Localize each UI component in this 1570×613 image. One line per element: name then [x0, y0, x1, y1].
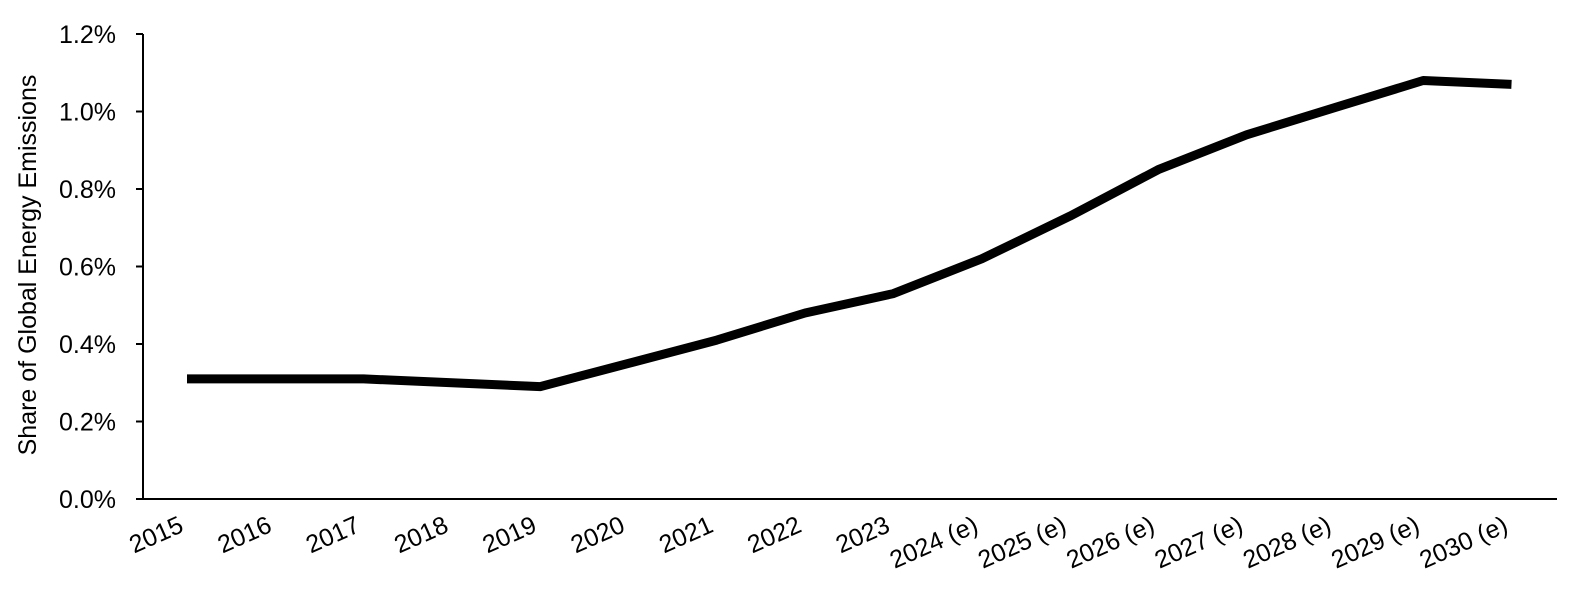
- x-tick-label: 2015: [125, 511, 187, 559]
- y-tick-label: 0.0%: [59, 486, 116, 514]
- y-tick-label: 1.0%: [59, 99, 116, 127]
- y-axis-title-group: Share of Global Energy Emissions: [14, 75, 42, 456]
- x-tick-label: 2027 (e): [1151, 511, 1247, 574]
- x-tick-label: 2020: [567, 511, 629, 559]
- x-tick-label: 2021: [655, 511, 717, 559]
- y-axis-title: Share of Global Energy Emissions: [14, 75, 42, 456]
- y-axis-ticks: 0.0% 0.2% 0.4% 0.6% 0.8% 1.0% 1.2%: [59, 21, 143, 514]
- x-tick-label: 2017: [302, 511, 364, 559]
- x-tick-label: 2025 (e): [974, 511, 1070, 574]
- x-tick-label: 2026 (e): [1062, 511, 1158, 574]
- x-tick-label: 2023: [832, 511, 894, 559]
- x-tick-label: 2016: [214, 511, 276, 559]
- x-axis-ticks: 2015 2016 2017 2018 2019 2020 2021 2022 20232024…: [125, 511, 1512, 574]
- x-tick-label: 2018: [390, 511, 452, 559]
- x-tick-label: 2024 (e): [886, 511, 982, 574]
- x-tick-label: 2029 (e): [1327, 511, 1423, 574]
- y-tick-label: 0.2%: [59, 409, 116, 437]
- series-group: [187, 76, 1512, 392]
- x-tick-label: 2022: [743, 511, 805, 559]
- y-tick-label: 0.8%: [59, 176, 116, 204]
- x-tick-label: 2030 (e): [1415, 511, 1511, 574]
- x-tick-label: 2019: [478, 511, 540, 559]
- y-tick-label: 0.6%: [59, 254, 116, 282]
- y-tick-label: 1.2%: [59, 21, 116, 49]
- x-tick-label: 2028 (e): [1239, 511, 1335, 574]
- y-tick-label: 0.4%: [59, 331, 116, 359]
- series-line: [187, 76, 1512, 392]
